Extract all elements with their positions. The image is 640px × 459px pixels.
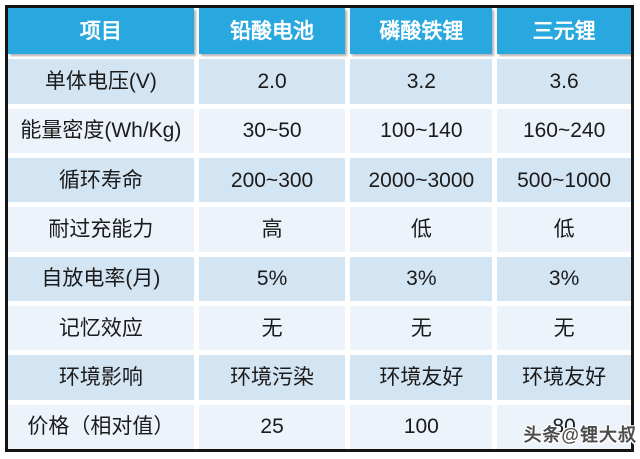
value-cell: 环境污染 (198, 355, 346, 400)
value-cell: 100 (350, 404, 493, 449)
row-label-relative-price: 价格（相对值） (8, 404, 194, 449)
value-cell: 低 (350, 207, 493, 252)
value-cell: 3% (350, 256, 493, 301)
column-header-lead-acid: 铅酸电池 (198, 8, 346, 55)
value-cell: 3% (497, 256, 631, 301)
value-cell: 160~240 (497, 108, 631, 153)
value-cell: 200~300 (198, 158, 346, 203)
value-cell: 30~50 (198, 108, 346, 153)
column-header-lifepo4: 磷酸铁锂 (350, 8, 493, 55)
row-label-cell-voltage: 单体电压(V) (8, 59, 194, 104)
row-label-cycle-life: 循环寿命 (8, 158, 194, 203)
column-header-ternary: 三元锂 (497, 8, 631, 55)
row-label-overcharge-tolerance: 耐过充能力 (8, 207, 194, 252)
value-cell: 无 (350, 306, 493, 351)
value-cell: 2.0 (198, 59, 346, 104)
value-cell: 环境友好 (350, 355, 493, 400)
value-cell: 3.6 (497, 59, 631, 104)
value-cell: 500~1000 (497, 158, 631, 203)
value-cell: 2000~3000 (350, 158, 493, 203)
value-cell: 25 (198, 404, 346, 449)
value-cell: 5% (198, 256, 346, 301)
toutiao-watermark: 头条@锂大叔 (523, 425, 637, 445)
value-cell: 无 (497, 306, 631, 351)
value-cell: 高 (198, 207, 346, 252)
value-cell: 低 (497, 207, 631, 252)
row-label-self-discharge: 自放电率(月) (8, 256, 194, 301)
row-label-environmental-impact: 环境影响 (8, 355, 194, 400)
column-header-item: 项目 (8, 8, 194, 55)
value-cell: 100~140 (350, 108, 493, 153)
row-label-memory-effect: 记忆效应 (8, 306, 194, 351)
value-cell: 无 (198, 306, 346, 351)
battery-comparison-table: 项目 铅酸电池 磷酸铁锂 三元锂 单体电压(V) 2.0 3.2 3.6 能量密… (5, 5, 634, 452)
value-cell: 环境友好 (497, 355, 631, 400)
value-cell: 3.2 (350, 59, 493, 104)
row-label-energy-density: 能量密度(Wh/Kg) (8, 108, 194, 153)
value-cell: 80 (497, 404, 631, 449)
